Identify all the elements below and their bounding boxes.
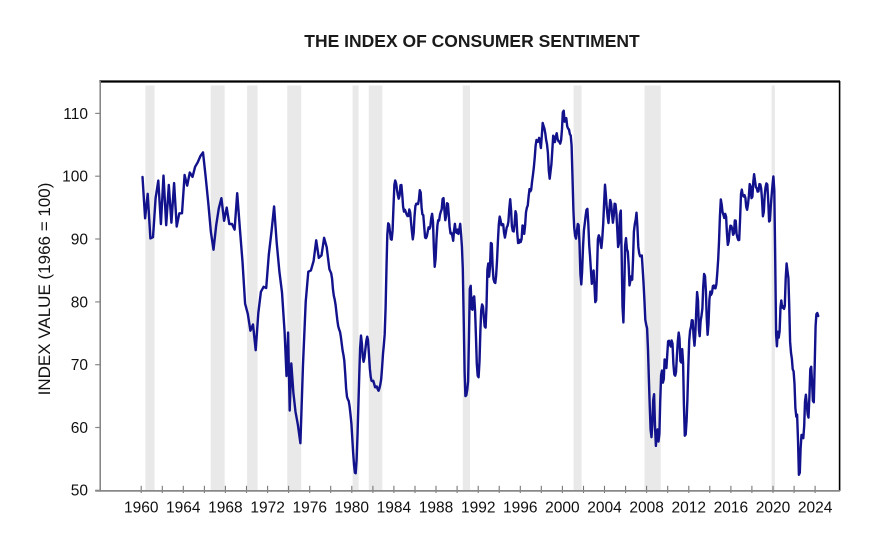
svg-text:1976: 1976 (292, 500, 326, 517)
svg-text:2020: 2020 (756, 500, 791, 517)
svg-text:2004: 2004 (587, 500, 622, 517)
svg-text:110: 110 (63, 106, 88, 123)
svg-text:1992: 1992 (461, 500, 495, 517)
svg-text:1988: 1988 (419, 500, 453, 517)
svg-text:100: 100 (62, 169, 88, 186)
svg-text:1980: 1980 (335, 500, 370, 517)
svg-text:60: 60 (71, 420, 89, 437)
svg-text:1964: 1964 (166, 500, 201, 517)
svg-text:THE INDEX OF CONSUMER SENTIMEN: THE INDEX OF CONSUMER SENTIMENT (304, 31, 640, 51)
svg-text:2000: 2000 (545, 500, 580, 517)
svg-text:50: 50 (71, 483, 89, 500)
svg-text:90: 90 (71, 231, 89, 248)
svg-text:1972: 1972 (250, 500, 284, 517)
svg-text:2008: 2008 (629, 500, 663, 517)
svg-text:INDEX VALUE (1966 = 100): INDEX VALUE (1966 = 100) (35, 183, 54, 396)
svg-text:1996: 1996 (503, 500, 537, 517)
svg-text:70: 70 (71, 357, 89, 374)
svg-text:1968: 1968 (208, 500, 242, 517)
svg-text:80: 80 (71, 294, 89, 311)
svg-text:2016: 2016 (714, 500, 748, 517)
svg-text:2024: 2024 (798, 500, 833, 517)
svg-text:1984: 1984 (377, 500, 412, 517)
svg-text:1960: 1960 (124, 500, 159, 517)
svg-text:2012: 2012 (672, 500, 706, 517)
